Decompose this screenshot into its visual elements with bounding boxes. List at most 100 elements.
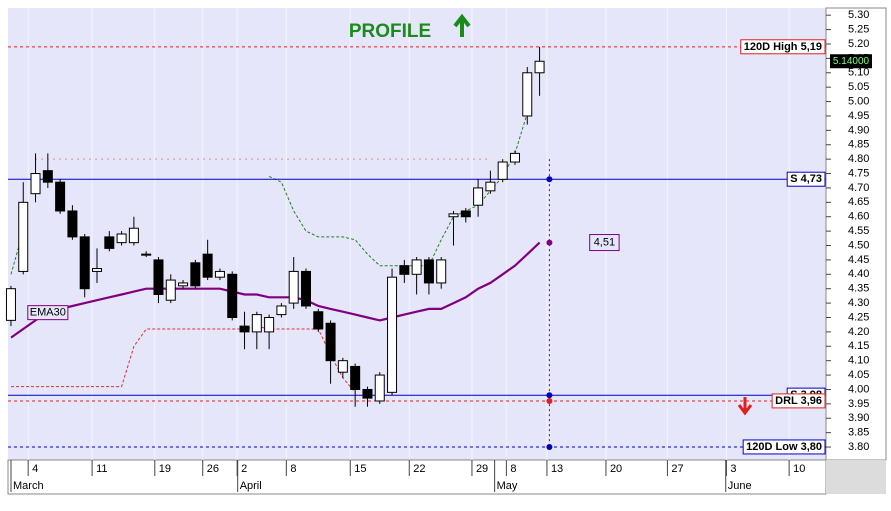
candle-body (55, 181, 66, 212)
y-tick-label: 4.85 (848, 139, 869, 151)
candle-body (497, 161, 508, 180)
candle-body (362, 388, 373, 399)
y-tick-label: 4.05 (848, 369, 869, 381)
candle-body (534, 60, 545, 74)
level-label: 120D Low 3,80 (746, 441, 822, 453)
ema-label-box (27, 305, 69, 321)
candle-body (264, 316, 275, 333)
y-tick-label: 4.35 (848, 283, 869, 295)
y-tick-label: 3.80 (848, 441, 869, 453)
x-axis-area (7, 459, 827, 495)
x-tick-label: 15 (354, 463, 366, 475)
x-tick-label: 2 (241, 463, 247, 475)
x-tick-label: 20 (610, 463, 622, 475)
corner (826, 460, 886, 494)
x-tick-label: 3 (730, 463, 736, 475)
candle-body (387, 276, 398, 393)
ema-label: EMA30 (30, 307, 66, 319)
candle-body (276, 305, 287, 316)
x-tick-label: 10 (793, 463, 805, 475)
y-tick-label: 3.85 (848, 427, 869, 439)
y-tick-label: 5.00 (848, 95, 869, 107)
x-tick-label: 4 (32, 463, 38, 475)
last-price-label: 5.14000 (833, 56, 870, 67)
candle-body (190, 262, 201, 287)
y-tick-label: 4.50 (848, 239, 869, 251)
up-arrow (453, 13, 471, 37)
candle-body (79, 236, 90, 290)
candle-body (67, 210, 78, 238)
candle-body (30, 173, 41, 195)
candle-body (300, 270, 311, 307)
level-label-box (742, 439, 826, 455)
ema-value-box (589, 234, 620, 252)
layer: 4 11 19 26 2 8 15 22 29 8 13 20 27 3 10 March April May Ju… (5, 8, 872, 492)
x-tick-label: 26 (207, 463, 219, 475)
marker-dot (546, 392, 553, 399)
ema-line (10, 241, 541, 339)
y-tick-label: 4.25 (848, 311, 869, 323)
x-tick-label: 8 (290, 463, 296, 475)
candle-body (202, 253, 213, 278)
y-tick-label: 5.05 (848, 81, 869, 93)
y-tick-label: 5.20 (848, 38, 869, 50)
y-tick-label: 3.95 (848, 398, 869, 410)
y-tick-label: 4.60 (848, 211, 869, 223)
x-tick-label: 27 (671, 463, 683, 475)
marker-dot (546, 397, 553, 404)
candle-body (178, 282, 189, 287)
candle-body (436, 259, 447, 284)
candle-body (325, 322, 336, 362)
candle-body (128, 227, 139, 244)
level-label: DRL 3,96 (775, 395, 822, 407)
y-tick-label: 4.70 (848, 182, 869, 194)
month-label: May (497, 480, 518, 492)
x-tick-label: 13 (551, 463, 563, 475)
month-label: June (728, 480, 752, 492)
candle-body (42, 170, 53, 183)
chart-title: PROFILE (349, 21, 431, 42)
candle-body (227, 273, 238, 318)
y-tick-label: 4.30 (848, 297, 869, 309)
y-tick-label: 4.45 (848, 254, 869, 266)
candle-body (423, 259, 434, 284)
y-tick-label: 5.25 (848, 23, 869, 35)
y-tick-label: 4.20 (848, 326, 869, 338)
x-tick-label: 22 (413, 463, 425, 475)
y-tick-label: 4.00 (848, 383, 869, 395)
x-tick-label: 19 (159, 463, 171, 475)
level-label-box (771, 393, 826, 409)
candle-body (350, 365, 361, 390)
candle-body (411, 259, 422, 275)
marker-dot (546, 444, 553, 451)
candle-body (141, 253, 152, 256)
candle-body (251, 314, 262, 333)
y-tick-label: 5.30 (848, 9, 869, 21)
y-tick-label: 4.15 (848, 340, 869, 352)
candle-body (509, 152, 520, 163)
candle-body (460, 210, 471, 218)
candle-body (448, 213, 459, 218)
month-label: April (240, 480, 262, 492)
y-tick-label: 4.65 (848, 196, 869, 208)
last-price-box (830, 54, 872, 69)
candle-body (313, 311, 324, 330)
candle-body (399, 265, 410, 275)
y-tick-label: 4.95 (848, 110, 869, 122)
level-label: 120D High 5,19 (744, 41, 822, 53)
y-tick-label: 4.10 (848, 355, 869, 367)
candle-body (18, 201, 29, 272)
stop-line (11, 325, 356, 393)
candle-body (5, 288, 16, 321)
x-tick-label: 11 (96, 463, 107, 475)
y-tick-label: 4.75 (848, 167, 869, 179)
marker-dot (546, 239, 553, 246)
candle-body (153, 259, 164, 295)
candle-body (116, 233, 127, 244)
down-arrow (737, 397, 753, 416)
level-label-box (740, 39, 826, 55)
candle-body (485, 181, 496, 192)
x-tick-label: 29 (476, 463, 488, 475)
candle-body (374, 374, 385, 402)
